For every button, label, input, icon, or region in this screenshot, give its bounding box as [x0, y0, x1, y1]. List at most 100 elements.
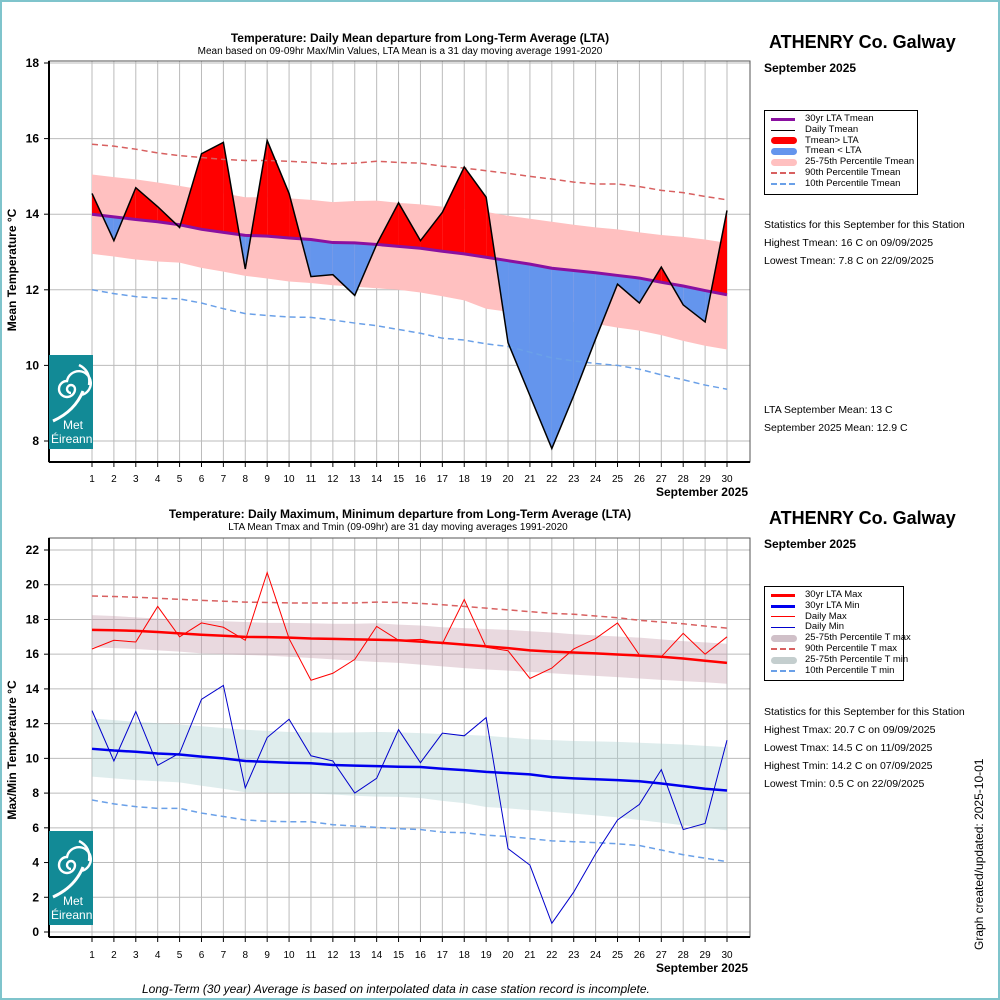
above-lta-area [201, 142, 224, 233]
logo-text-met: Met [63, 418, 84, 432]
above-lta-area [135, 187, 158, 222]
x-tick-label: 11 [306, 474, 317, 485]
legend-label: 25-75th Percentile Tmean [805, 156, 915, 168]
x-tick-label: 1 [89, 474, 95, 485]
below-lta-area [573, 270, 596, 396]
y-tick-label: 14 [26, 207, 40, 221]
x-tick-label: 2 [111, 950, 117, 961]
x-tick-label: 13 [349, 950, 361, 961]
tmax-percentile-90-line [91, 595, 728, 629]
percentile-10-line [91, 289, 728, 390]
x-axis-label: September 2025 [656, 485, 748, 499]
legend-label: Tmean> LTA [805, 134, 859, 146]
below-lta-area [617, 275, 640, 304]
x-tick-label: 21 [524, 950, 536, 961]
graph-updated-note: Graph created/updated: 2025-10-01 [972, 758, 986, 950]
legend-label: 30yr LTA Tmean [805, 113, 874, 124]
above-lta-area [420, 212, 443, 252]
stats-heading: Statistics for this September for this S… [764, 706, 965, 718]
legend-label: 25-75th Percentile T max [805, 632, 911, 644]
legend-swatch-icon [771, 591, 797, 599]
x-tick-label: 3 [133, 950, 139, 961]
x-tick-label: 17 [437, 474, 449, 485]
month-label: September 2025 [764, 61, 857, 75]
x-tick-label: 27 [656, 950, 668, 961]
legend-item: 10th Percentile Tmean [771, 178, 911, 190]
x-tick-label: 17 [437, 950, 449, 961]
legend-item: Daily Tmean [771, 124, 911, 136]
chart-subtitle: Mean based on 09-09hr Max/Min Values, LT… [198, 46, 603, 57]
legend-swatch-icon [771, 645, 797, 653]
y-tick-label: 22 [26, 543, 40, 557]
legend-label: 90th Percentile Tmean [805, 166, 901, 178]
legend-item: Tmean < LTA [771, 146, 911, 157]
legend-swatch-icon [771, 602, 797, 610]
y-tick-label: 0 [32, 925, 39, 939]
x-tick-label: 30 [721, 950, 733, 961]
below-lta-area [332, 242, 355, 296]
x-tick-label: 9 [264, 950, 270, 961]
legend-item: 25-75th Percentile Tmean [771, 156, 915, 168]
legend-swatch-icon [771, 656, 797, 664]
lta-tmean-line [91, 212, 728, 297]
x-tick-label: 12 [327, 474, 339, 485]
logo-text-eireann: Éireann [51, 432, 93, 446]
y-tick-label: 10 [26, 751, 40, 765]
x-tick-label: 25 [612, 950, 624, 961]
lta-mean: LTA September Mean: 13 C [764, 404, 893, 416]
below-lta-area [551, 268, 574, 449]
x-tick-label: 3 [133, 474, 139, 485]
y-tick-label: 16 [26, 647, 40, 661]
x-tick-label: 29 [700, 950, 712, 961]
lta-max-line [91, 628, 728, 665]
x-tick-label: 27 [656, 474, 668, 485]
x-tick-label: 2 [111, 474, 117, 485]
above-lta-area [398, 202, 421, 249]
legend-label: Daily Max [805, 610, 847, 622]
legend-label: 90th Percentile T max [804, 642, 897, 654]
x-axis-label: September 2025 [656, 961, 748, 975]
x-tick-label: 14 [371, 474, 383, 485]
met-eireann-logo: Met Éireann [49, 355, 93, 449]
legend-item: 25-75th Percentile T min [771, 654, 908, 666]
met-eireann-logo: Met Éireann [49, 831, 93, 925]
y-tick-label: 20 [26, 578, 40, 592]
spiral-logo-icon [52, 839, 92, 899]
x-tick-label: 24 [590, 950, 602, 961]
y-tick-label: 2 [32, 890, 39, 904]
legend-item: 25-75th Percentile T max [771, 632, 911, 644]
y-tick-label: 10 [26, 358, 40, 372]
y-tick-label: 12 [26, 717, 40, 731]
chart-title: Temperature: Daily Maximum, Minimum depa… [169, 507, 631, 521]
x-tick-label: 5 [177, 950, 183, 961]
legend-swatch-icon [771, 148, 797, 156]
x-tick-label: 8 [242, 474, 248, 485]
legend-swatch-icon [771, 169, 797, 177]
daily-min-line [91, 684, 728, 925]
legend-swatch-icon [771, 137, 797, 145]
legend-item: 90th Percentile Tmean [771, 166, 911, 179]
y-tick-label: 16 [26, 132, 40, 146]
x-tick-label: 19 [481, 950, 493, 961]
stat-highest-tmean: Highest Tmean: 16 C on 09/09/2025 [764, 237, 934, 249]
station-name: ATHENRY Co. Galway [769, 32, 956, 52]
y-tick-label: 14 [26, 682, 40, 696]
x-tick-label: 21 [524, 474, 536, 485]
x-tick-label: 7 [221, 950, 227, 961]
x-tick-label: 26 [634, 474, 646, 485]
x-tick-label: 13 [349, 474, 361, 485]
legend-item: 30yr LTA Max [771, 589, 897, 601]
legend-swatch-icon [771, 180, 797, 188]
x-tick-label: 16 [415, 950, 427, 961]
legend-label: 30yr LTA Max [805, 589, 863, 600]
legend-item: 90th Percentile T max [771, 642, 897, 655]
x-tick-label: 20 [502, 950, 514, 961]
legend-swatch-icon [771, 115, 797, 123]
above-lta-area [267, 140, 290, 239]
stat-highest-tmax: Highest Tmax: 20.7 C on 09/09/2025 [764, 724, 936, 736]
daily-tmean-line [91, 137, 728, 451]
x-tick-label: 19 [481, 474, 493, 485]
chart-subtitle: LTA Mean Tmax and Tmin (09-09hr) are 31 … [228, 522, 568, 533]
y-tick-label: 4 [32, 856, 39, 870]
chart-title: Temperature: Daily Mean departure from L… [231, 31, 609, 45]
